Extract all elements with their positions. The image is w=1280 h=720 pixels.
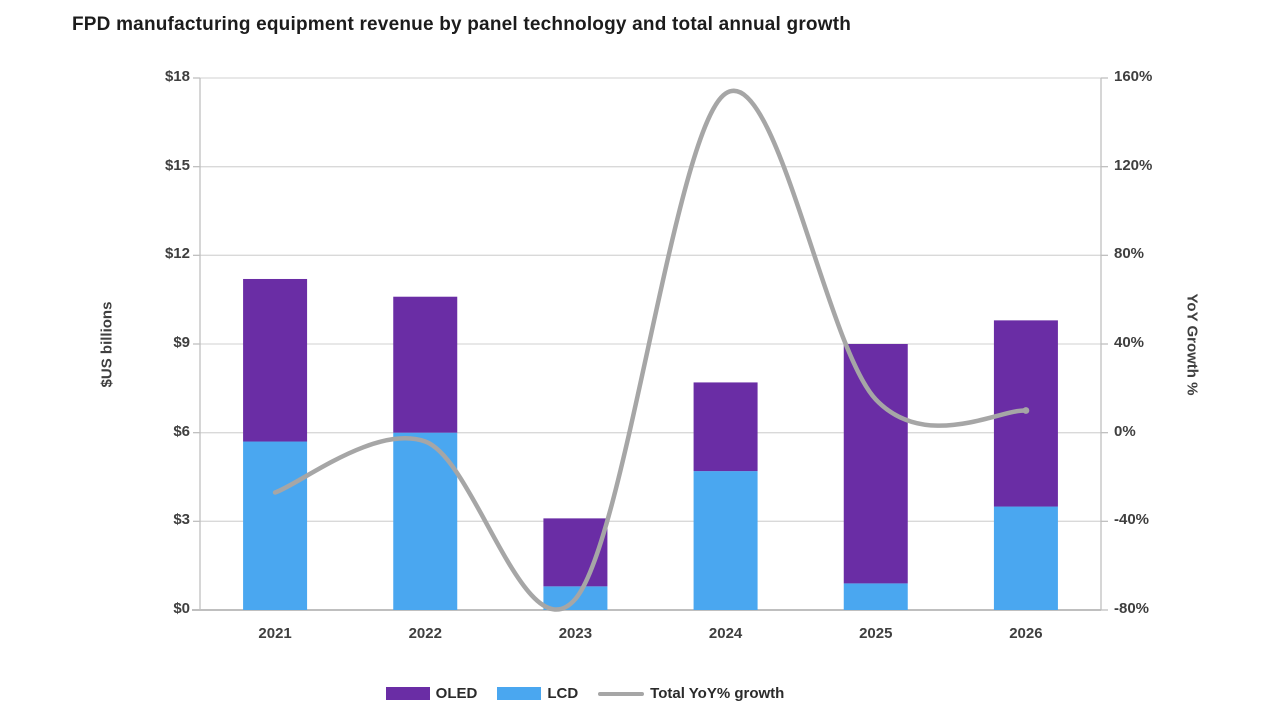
x-axis-tick-label: 2022 [408, 625, 442, 642]
bar-segment-oled-2025 [843, 344, 908, 584]
x-axis-tick-label: 2026 [1009, 625, 1043, 642]
left-axis-tick-label: $18 [164, 68, 190, 85]
right-axis-tick-label: 160% [1114, 68, 1153, 85]
chart-title: FPD manufacturing equipment revenue by p… [72, 14, 852, 35]
x-axis-tick-label: 2024 [708, 625, 743, 642]
x-axis-tick-label: 2021 [258, 625, 292, 642]
growth-line [272, 88, 1029, 612]
x-axis-tick-label: 2025 [859, 625, 893, 642]
right-axis-tick-label: 0% [1114, 422, 1136, 440]
chart-legend: OLED LCD Total YoY% growth [0, 685, 1170, 702]
bar-segment-lcd-2021 [243, 441, 308, 610]
left-axis-tick-label: $6 [173, 422, 190, 440]
left-axis-tick-label: $12 [164, 245, 190, 263]
legend-item-oled: OLED [385, 685, 478, 702]
bar-segment-oled-2021 [243, 278, 308, 442]
bar-segment-oled-2024 [693, 382, 758, 472]
legend-color-swatch [497, 687, 542, 700]
right-axis-tick-label: -40% [1114, 511, 1150, 529]
legend-label: Total YoY% growth [650, 685, 785, 702]
right-axis-tick-label: -80% [1114, 600, 1150, 617]
legend-item-lcd: LCD [497, 685, 578, 702]
left-axis-tick-label: $9 [173, 334, 190, 351]
bar-segment-lcd-2025 [843, 583, 908, 610]
left-axis-tick-label: $0 [173, 600, 190, 617]
x-axis-tick-label: 2023 [558, 625, 593, 642]
bar-segment-lcd-2026 [993, 506, 1058, 610]
right-axis-tick-label: 40% [1114, 334, 1145, 351]
legend-item-total-yoy-growth: Total YoY% growth [598, 685, 784, 702]
left-axis-tick-label: $15 [164, 156, 190, 174]
legend-color-swatch [385, 687, 430, 700]
legend-label: OLED [435, 685, 478, 702]
right-axis-tick-label: 80% [1114, 245, 1145, 263]
bar-segment-lcd-2024 [693, 471, 758, 610]
legend-line-swatch [598, 691, 645, 696]
left-axis-tick-label: $3 [173, 511, 190, 529]
right-axis-tick-label: 120% [1114, 156, 1153, 174]
legend-label: LCD [547, 685, 579, 702]
bar-segment-oled-2022 [393, 296, 458, 433]
growth-line-end-dot [1022, 407, 1030, 414]
